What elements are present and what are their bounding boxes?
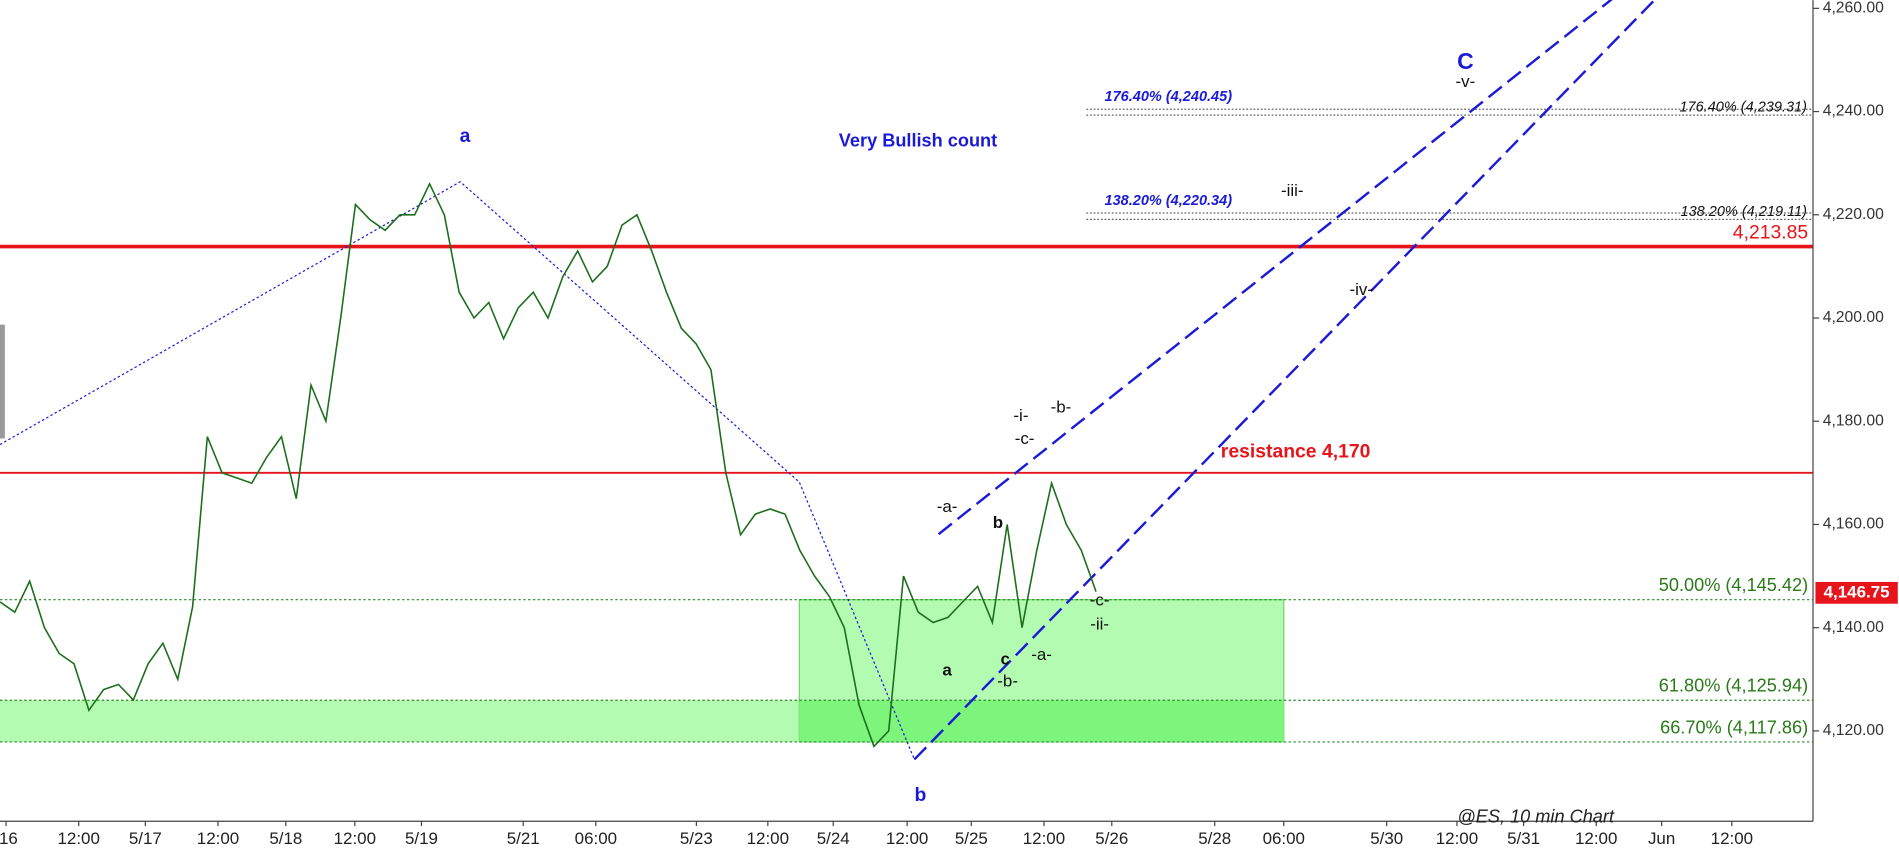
wave-label: c	[1000, 650, 1009, 669]
key-level-label: 4,213.85	[1733, 221, 1808, 243]
extension-label: 138.20% (4,220.34)	[1105, 193, 1233, 209]
price-line	[0, 181, 1097, 748]
x-tick-label: 5/19	[405, 829, 438, 848]
x-tick-label: 5/21	[507, 829, 540, 848]
wave-label: -a-	[937, 497, 958, 516]
chart-caption: @ES, 10 min Chart	[1457, 806, 1615, 826]
wave-label: C	[1457, 48, 1474, 74]
swing-line	[0, 181, 915, 760]
extension-label: 176.40% (4,240.45)	[1105, 89, 1233, 105]
retracement-zone	[0, 700, 800, 742]
x-tick-label: 06:00	[1263, 829, 1305, 848]
resistance-label: resistance 4,170	[1221, 440, 1371, 462]
retracement-label: 50.00% (4,145.42)	[1659, 575, 1808, 595]
x-tick-label: 5/24	[817, 829, 850, 848]
x-tick-label: 12:00	[1436, 829, 1478, 848]
wave-label: b	[993, 513, 1003, 532]
retracement-label: 66.70% (4,117.86)	[1660, 717, 1808, 737]
channel-line	[913, 0, 1657, 761]
x-tick-label: 5/17	[129, 829, 162, 848]
wave-label: -iv-	[1350, 280, 1374, 299]
extension-label: 138.20% (4,219.11)	[1681, 204, 1807, 220]
x-tick-label: 06:00	[575, 829, 617, 848]
retracement-zone	[799, 700, 1284, 742]
chart-title: Very Bullish count	[839, 131, 997, 151]
x-tick-label: Jun	[1648, 829, 1675, 848]
wave-label: b	[915, 784, 927, 806]
wave-label: a	[942, 661, 952, 680]
y-tick-label: 4,120.00	[1823, 722, 1884, 739]
y-tick-label: 4,200.00	[1823, 309, 1884, 326]
wave-label: -c-	[1015, 429, 1035, 448]
wave-label: -iii-	[1281, 181, 1304, 200]
x-tick-label: 5/31	[1507, 829, 1540, 848]
x-tick-label: 12:00	[58, 829, 100, 848]
x-tick-label: 12:00	[334, 829, 376, 848]
x-tick-label: 12:00	[1575, 829, 1617, 848]
y-tick-label: 4,140.00	[1823, 619, 1884, 636]
wave-label: -v-	[1456, 72, 1476, 91]
left-edge-marker	[0, 324, 5, 439]
wave-label: -b-	[1051, 398, 1072, 417]
wave-label: -b-	[997, 671, 1018, 690]
wave-label: -ii-	[1090, 614, 1109, 633]
y-tick-label: 4,160.00	[1823, 516, 1884, 533]
x-tick-label: 12:00	[747, 829, 789, 848]
extension-label: 176.40% (4,239.31)	[1679, 100, 1807, 116]
x-tick-label: 12:00	[886, 829, 928, 848]
x-tick-label: 5/18	[269, 829, 302, 848]
wave-label: -a-	[1031, 645, 1052, 664]
wave-label: a	[460, 125, 471, 147]
y-tick-label: 4,220.00	[1823, 206, 1884, 223]
x-tick-label: 5/28	[1198, 829, 1231, 848]
y-tick-label: 4,260.00	[1823, 0, 1884, 17]
y-tick-label: 4,240.00	[1823, 103, 1884, 120]
x-tick-label: 5/23	[680, 829, 713, 848]
x-tick-label: 12:00	[1023, 829, 1065, 848]
x-tick-label: 5/30	[1370, 829, 1403, 848]
x-tick-label: 12:00	[1711, 829, 1753, 848]
wave-label: -c-	[1090, 590, 1110, 609]
x-tick-label: 5/25	[955, 829, 988, 848]
x-tick-label: /16	[0, 829, 18, 848]
last-price-label: 4,146.75	[1824, 582, 1890, 601]
x-tick-label: 12:00	[197, 829, 239, 848]
retracement-label: 61.80% (4,125.94)	[1659, 676, 1808, 696]
x-tick-label: 5/26	[1095, 829, 1128, 848]
wave-label: -i-	[1013, 406, 1028, 425]
last-price-box	[1815, 581, 1898, 604]
y-tick-label: 4,180.00	[1823, 412, 1884, 429]
